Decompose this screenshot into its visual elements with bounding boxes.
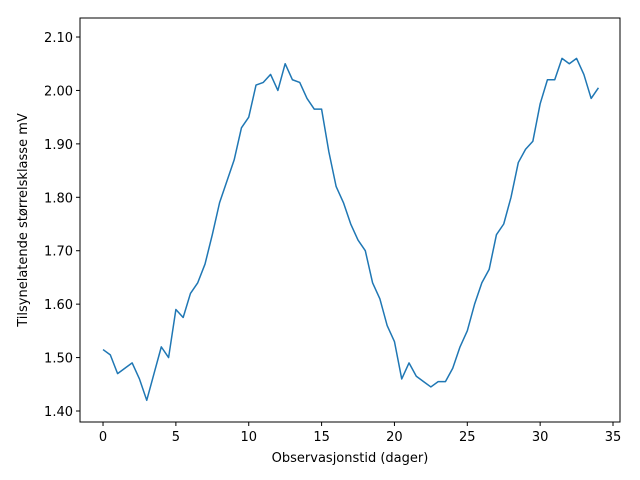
y-tick-label: 1.80 [44,191,73,206]
x-tick-label: 20 [386,430,403,445]
y-tick-label: 1.70 [44,245,73,260]
plot-frame [79,17,621,423]
y-axis-label: Tilsynelatende størrelsklasse mV [16,113,31,328]
y-tick-label: 2.10 [44,31,73,46]
x-tick-label: 0 [99,430,107,445]
y-tick-label: 2.00 [44,84,73,99]
x-tick-label: 35 [605,430,622,445]
x-tick-label: 30 [532,430,549,445]
data-line [102,57,600,402]
y-tick-label: 1.90 [44,138,73,153]
x-tick-label: 15 [313,430,330,445]
y-tick-label: 1.40 [44,405,73,420]
x-tick-label: 25 [459,430,476,445]
x-tick-label: 5 [172,430,180,445]
y-tick-label: 1.60 [44,298,73,313]
x-tick-label: 10 [240,430,257,445]
y-tick-label: 1.50 [44,352,73,367]
x-axis-label: Observasjonstid (dager) [272,451,429,466]
